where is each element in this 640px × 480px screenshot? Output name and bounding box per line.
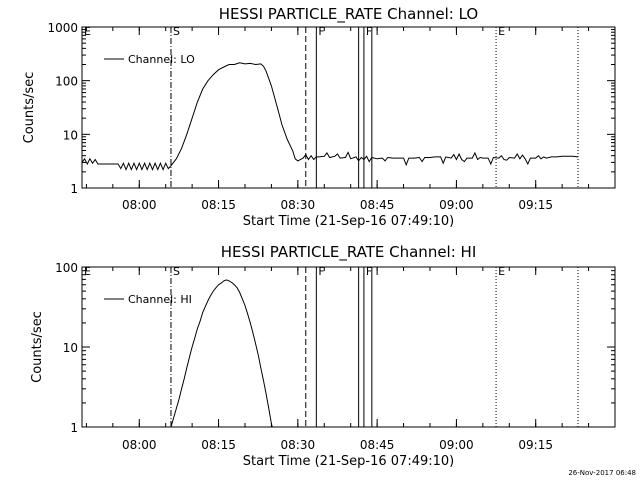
- hi-plot-frame: [81, 266, 616, 428]
- hi-chart-title: HESSI PARTICLE_RATE Channel: HI: [221, 243, 477, 262]
- hi-x-tick-label: 08:45: [360, 438, 395, 452]
- lo-x-tick-label: 08:30: [281, 198, 316, 212]
- lo-x-tick-label: 08:15: [201, 198, 236, 212]
- hi-x-tick-label: 08:30: [281, 438, 316, 452]
- hi-event-marker-label: F: [366, 265, 372, 278]
- hi-y-tick-label: 100: [55, 261, 78, 275]
- lo-x-tick-label: 08:00: [122, 198, 157, 212]
- hi-x-tick-label: 09:00: [439, 438, 474, 452]
- lo-y-tick-label: 100: [55, 75, 78, 89]
- hi-x-tick-label: 09:15: [518, 438, 553, 452]
- lo-x-tick-label: 09:15: [518, 198, 553, 212]
- lo-x-tick-label: 08:45: [360, 198, 395, 212]
- lo-event-marker-label: F: [318, 25, 324, 38]
- lo-plot-frame: [81, 26, 616, 189]
- hi-event-marker-label: F: [318, 265, 324, 278]
- hi-x-tick-label: 08:00: [122, 438, 157, 452]
- hi-x-axis-label: Start Time (21-Sep-16 07:49:10): [243, 454, 454, 469]
- hi-series-line: [170, 279, 273, 428]
- lo-event-marker-label: E: [84, 25, 91, 38]
- hi-legend-label: Channel: HI: [128, 293, 192, 306]
- hi-event-marker-label: E: [84, 265, 91, 278]
- lo-event-marker-label: S: [173, 25, 180, 38]
- hi-y-axis-label: Counts/sec: [30, 311, 45, 383]
- lo-x-tick-label: 09:00: [439, 198, 474, 212]
- lo-event-marker-label: E: [498, 25, 505, 38]
- hi-y-tick-label: 10: [63, 341, 78, 355]
- lo-y-tick-label: 10: [63, 128, 78, 142]
- lo-series-line: [81, 62, 579, 171]
- lo-legend-label: Channel: LO: [128, 53, 195, 66]
- lo-y-axis-label: Counts/sec: [22, 72, 37, 144]
- hi-x-tick-label: 08:15: [201, 438, 236, 452]
- generated-timestamp: 26-Nov-2017 06:48: [568, 469, 636, 477]
- hi-y-tick-label: 1: [70, 421, 78, 435]
- lo-x-axis-label: Start Time (21-Sep-16 07:49:10): [243, 214, 454, 229]
- hi-event-marker-label: S: [173, 265, 180, 278]
- lo-chart-title: HESSI PARTICLE_RATE Channel: LO: [219, 5, 478, 24]
- lo-y-tick-label: 1: [70, 182, 78, 196]
- lo-event-marker-label: F: [366, 25, 372, 38]
- lo-y-tick-label: 1000: [47, 21, 78, 35]
- hi-event-marker-label: E: [498, 265, 505, 278]
